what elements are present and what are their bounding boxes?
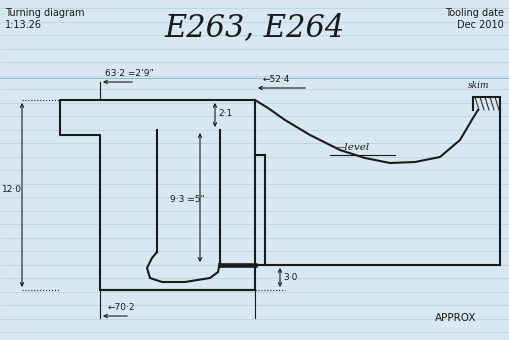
- Text: Tooling date: Tooling date: [445, 8, 504, 18]
- Text: 3·0: 3·0: [283, 273, 297, 283]
- Text: ←70·2: ←70·2: [108, 303, 135, 312]
- Text: 12·0: 12·0: [2, 186, 22, 194]
- Text: 2·1: 2·1: [218, 108, 232, 118]
- Text: Turning diagram: Turning diagram: [5, 8, 84, 18]
- Text: 9·3 =5": 9·3 =5": [170, 195, 205, 204]
- Text: —level: —level: [335, 143, 370, 153]
- Text: APPROX: APPROX: [435, 313, 476, 323]
- Text: skim: skim: [468, 81, 490, 90]
- Text: 1:13.26: 1:13.26: [5, 20, 42, 30]
- Text: E263, E264: E263, E264: [165, 12, 345, 43]
- Text: Dec 2010: Dec 2010: [457, 20, 504, 30]
- Text: ←52·4: ←52·4: [263, 75, 290, 84]
- Text: 63·2 =2’9": 63·2 =2’9": [105, 69, 154, 78]
